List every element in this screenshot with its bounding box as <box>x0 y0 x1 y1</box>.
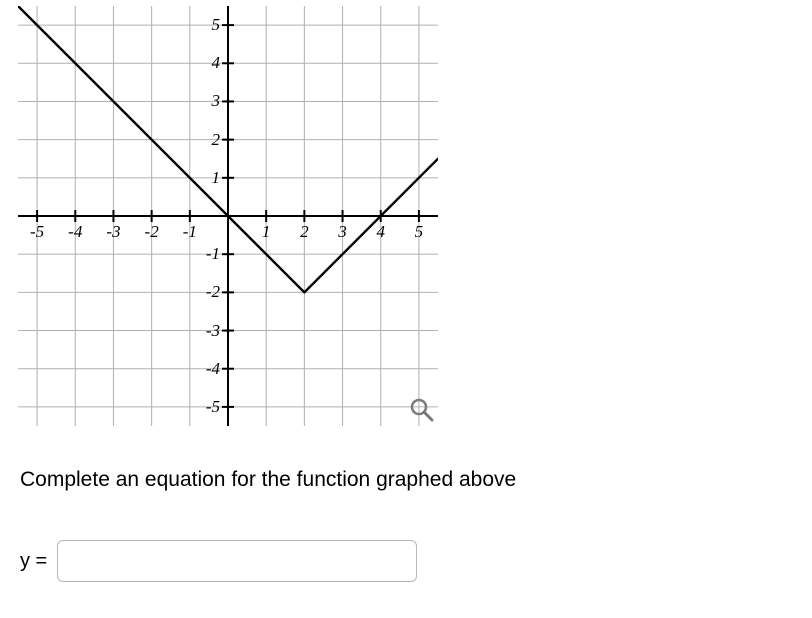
answer-label: y = <box>20 550 47 573</box>
axis-tick-label: -1 <box>183 222 197 242</box>
axis-tick-label: 2 <box>300 222 309 242</box>
axis-tick-label: 1 <box>212 168 221 188</box>
graph-area: -5 -4 -3 -2 -1 1 2 3 4 5 -5 -4 -3 -2 -1 1 2 3 4 5 <box>18 6 438 426</box>
axis-tick-label: 3 <box>338 222 347 242</box>
axis-tick-label: -2 <box>145 222 159 242</box>
axis-tick-label: -3 <box>206 321 220 341</box>
axis-tick-label: -4 <box>68 222 82 242</box>
axis-tick-label: -4 <box>206 359 220 379</box>
axis-tick-label: -2 <box>206 282 220 302</box>
axis-tick-label: -3 <box>106 222 120 242</box>
axis-labels-layer: -5 -4 -3 -2 -1 1 2 3 4 5 -5 -4 -3 -2 -1 1 2 3 4 5 <box>18 6 438 426</box>
axis-tick-label: 3 <box>212 91 221 111</box>
magnifier-icon[interactable] <box>409 397 435 423</box>
axis-tick-label: 5 <box>415 222 424 242</box>
answer-input[interactable] <box>57 540 417 582</box>
axis-tick-label: 2 <box>212 130 221 150</box>
axis-tick-label: 5 <box>212 15 221 35</box>
axis-tick-label: 1 <box>262 222 271 242</box>
prompt-text: Complete an equation for the function gr… <box>20 468 516 492</box>
axis-tick-label: -1 <box>206 244 220 264</box>
axis-tick-label: -5 <box>30 222 44 242</box>
axis-tick-label: 4 <box>212 53 221 73</box>
axis-tick-label: -5 <box>206 397 220 417</box>
axis-tick-label: 4 <box>376 222 385 242</box>
answer-row: y = <box>20 540 417 582</box>
